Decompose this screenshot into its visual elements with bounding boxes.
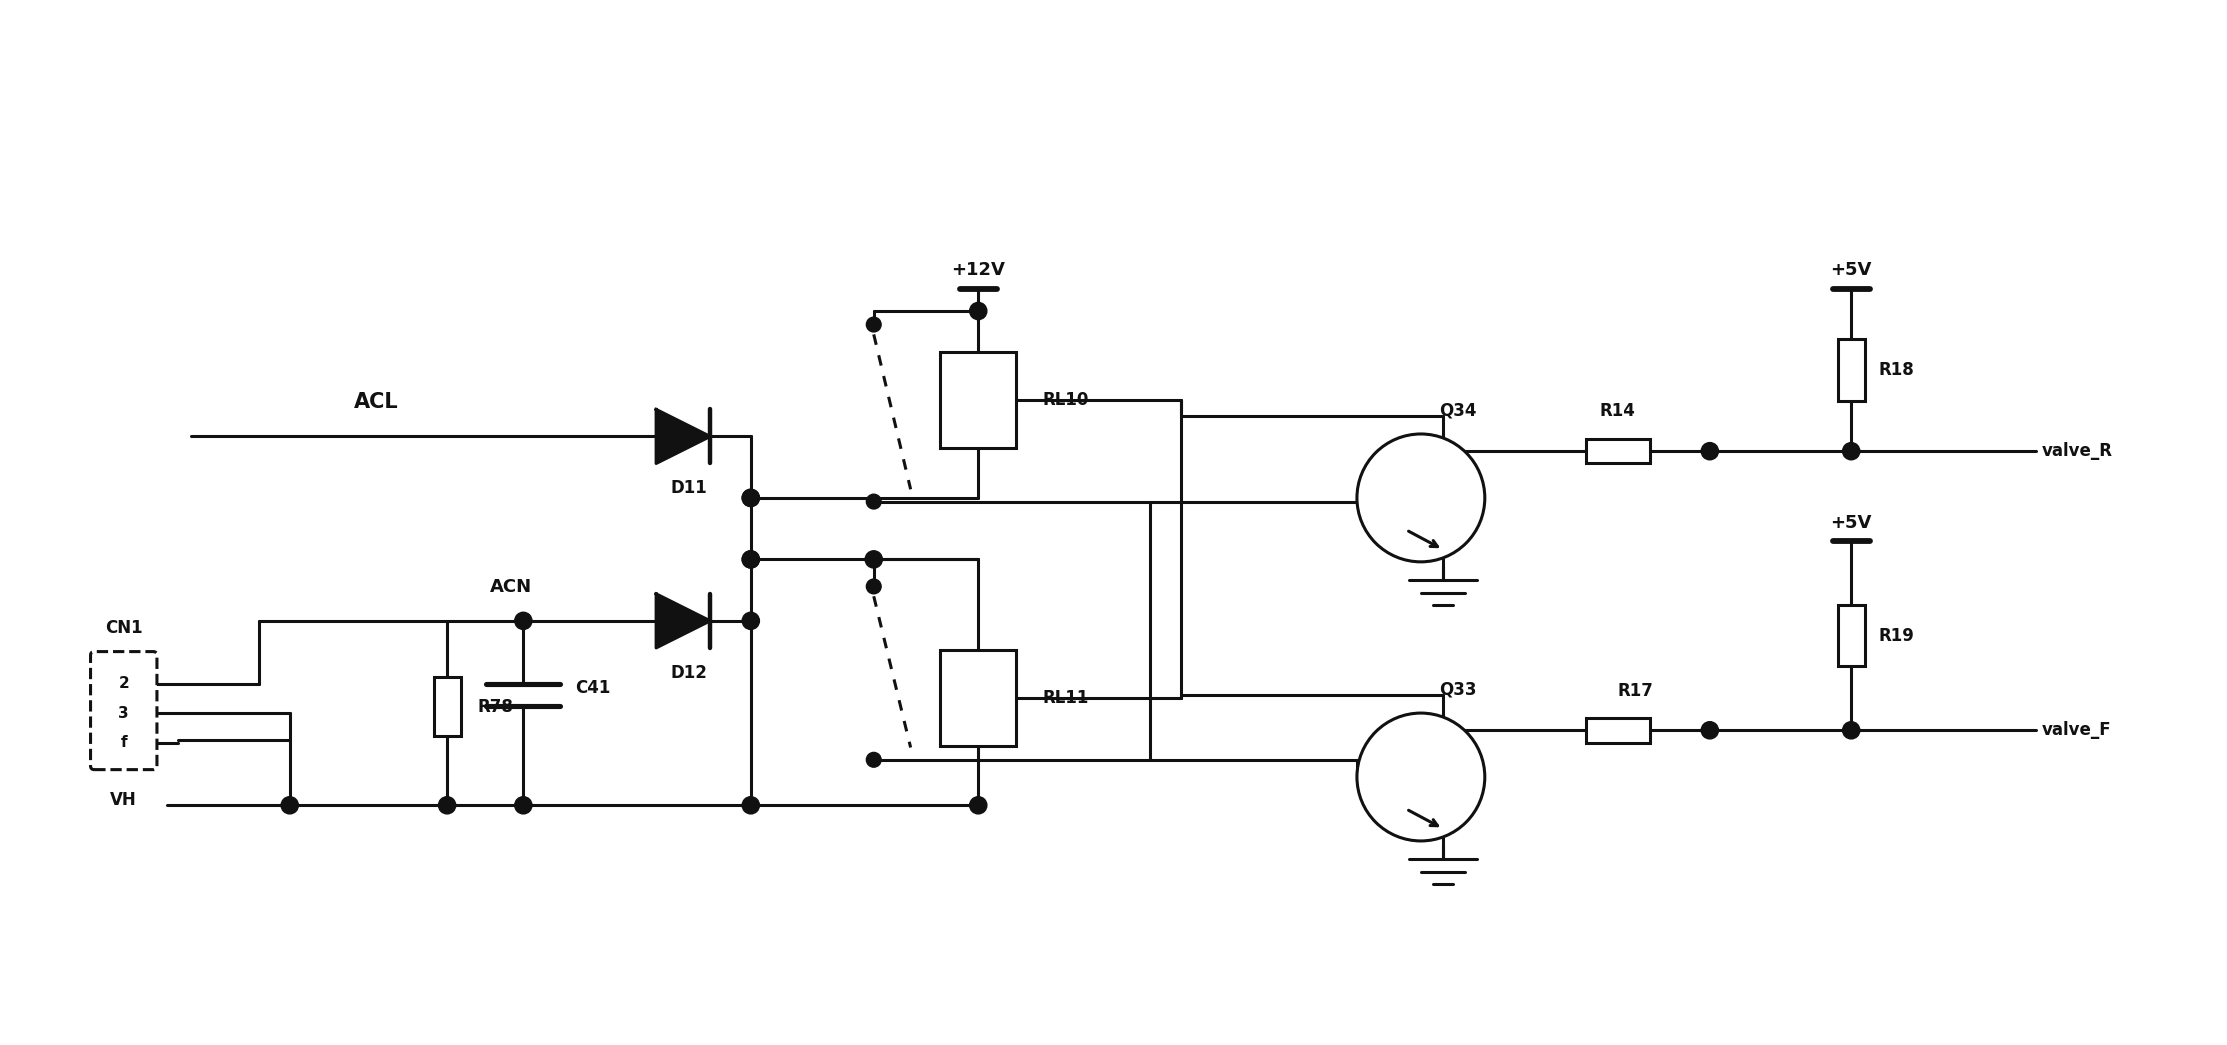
Circle shape: [1842, 443, 1860, 460]
Circle shape: [742, 489, 759, 507]
Text: valve_R: valve_R: [2042, 442, 2113, 460]
Text: D12: D12: [670, 664, 708, 682]
Text: R18: R18: [1877, 361, 1913, 379]
Polygon shape: [657, 410, 710, 464]
Circle shape: [1701, 722, 1719, 739]
Circle shape: [742, 796, 759, 814]
Circle shape: [514, 796, 532, 814]
Circle shape: [439, 796, 457, 814]
Text: Q33: Q33: [1439, 680, 1477, 698]
Text: D11: D11: [670, 480, 708, 497]
Bar: [434, 677, 461, 737]
Text: R78: R78: [479, 698, 514, 716]
Circle shape: [1701, 443, 1719, 460]
Text: R14: R14: [1599, 402, 1635, 420]
Circle shape: [742, 612, 759, 629]
Circle shape: [1842, 722, 1860, 739]
Circle shape: [281, 796, 298, 814]
Text: RL11: RL11: [1042, 690, 1089, 707]
Bar: [1837, 340, 1864, 401]
Circle shape: [866, 494, 882, 509]
Text: 3: 3: [118, 705, 129, 721]
Bar: [940, 351, 1016, 447]
FancyBboxPatch shape: [91, 652, 156, 769]
Text: Q34: Q34: [1439, 401, 1477, 419]
Text: +5V: +5V: [1831, 261, 1873, 279]
Circle shape: [742, 489, 759, 507]
Text: f: f: [120, 735, 127, 750]
Text: CN1: CN1: [105, 619, 143, 636]
Circle shape: [1356, 434, 1485, 562]
Text: RL10: RL10: [1042, 391, 1089, 409]
Circle shape: [969, 796, 987, 814]
Bar: [1586, 718, 1650, 743]
Text: ACL: ACL: [354, 392, 399, 412]
Circle shape: [514, 612, 532, 629]
Circle shape: [866, 752, 882, 767]
Bar: [940, 650, 1016, 746]
Text: +12V: +12V: [951, 261, 1004, 279]
Text: valve_F: valve_F: [2042, 721, 2111, 739]
Text: 2: 2: [118, 676, 129, 691]
Text: R17: R17: [1617, 681, 1652, 699]
Circle shape: [1356, 713, 1485, 841]
Text: VH: VH: [111, 790, 138, 809]
Bar: [1586, 439, 1650, 464]
Text: C41: C41: [575, 679, 610, 697]
Circle shape: [742, 551, 759, 568]
Text: R19: R19: [1877, 627, 1915, 645]
Circle shape: [864, 551, 882, 568]
Circle shape: [866, 318, 882, 332]
Circle shape: [969, 302, 987, 320]
Polygon shape: [657, 594, 710, 648]
Circle shape: [675, 427, 693, 445]
Circle shape: [866, 579, 882, 594]
Text: +5V: +5V: [1831, 513, 1873, 532]
Circle shape: [742, 551, 759, 568]
Bar: [1837, 605, 1864, 667]
Text: ACN: ACN: [490, 578, 532, 597]
